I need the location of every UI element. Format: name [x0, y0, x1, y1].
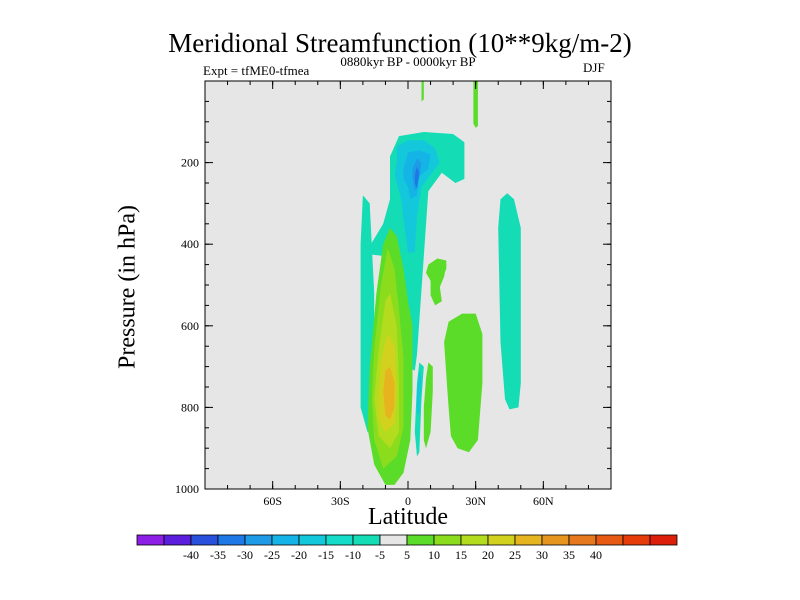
colorbar-label: -40: [183, 548, 199, 562]
y-tick-label: 600: [181, 319, 199, 333]
colorbar-swatch: [487, 534, 516, 546]
colorbar-label: 10: [428, 548, 440, 562]
colorbar-swatch: [649, 534, 678, 546]
colorbar-swatch: [352, 534, 381, 546]
colorbar-label: 25: [509, 548, 521, 562]
colorbar-label: -15: [318, 548, 334, 562]
colorbar-swatch: [622, 534, 651, 546]
colorbar-swatch: [271, 534, 300, 546]
x-tick-label: 30N: [465, 494, 486, 508]
equatorial-blue-finger: [417, 370, 422, 416]
colorbar-swatch: [217, 534, 246, 546]
colorbar-label: 35: [563, 548, 575, 562]
colorbar-swatch: [433, 534, 462, 546]
y-tick-label: 400: [181, 237, 199, 251]
colorbar: -40 -35 -30 -25 -20 -15 -10 -5 5 10 15 20 25 30 35 40: [136, 534, 678, 562]
colorbar-label: -20: [291, 548, 307, 562]
colorbar-label: -25: [264, 548, 280, 562]
colorbar-swatch: [298, 534, 327, 546]
colorbar-swatch: [244, 534, 273, 546]
colorbar-label: 20: [482, 548, 494, 562]
x-axis-label: Latitude: [368, 504, 448, 530]
colorbar-label: -10: [345, 548, 361, 562]
colorbar-label: 30: [536, 548, 548, 562]
nh-high-lat-cell: [498, 193, 521, 410]
colorbar-swatch: [568, 534, 597, 546]
lower-positive-cell-core: [383, 366, 395, 420]
colorbar-swatch: [514, 534, 543, 546]
top-right-green-mark: [473, 81, 478, 128]
colorbar-swatch: [406, 534, 435, 546]
chart-title: Meridional Streamfunction (10**9kg/m-2): [168, 28, 632, 58]
equatorial-positive-strip: [423, 362, 433, 449]
colorbar-swatch: [541, 534, 570, 546]
nh-positive-lower-cell: [444, 313, 483, 453]
colorbar-label: -35: [210, 548, 226, 562]
colorbar-swatch: [460, 534, 489, 546]
y-tick-label: 1000: [175, 482, 199, 496]
colorbar-label: -30: [237, 548, 253, 562]
colorbar-label: 40: [590, 548, 602, 562]
colorbar-swatch: [163, 534, 192, 546]
y-tick-label: 200: [181, 156, 199, 170]
upper-negative-cell: [369, 132, 465, 371]
x-tick-label: 60S: [263, 494, 282, 508]
upper-negative-cell-peak: [414, 166, 420, 190]
colorbar-swatch: [595, 534, 624, 546]
colorbar-label: 5: [404, 548, 410, 562]
colorbar-swatch: [379, 534, 408, 546]
x-tick-label: 30S: [331, 494, 350, 508]
y-tick-label: 800: [181, 400, 199, 414]
colorbar-swatch: [136, 534, 165, 546]
axis-ticks: 60S 30S 0 30N 60N 200 400 600 800 1000: [175, 81, 611, 508]
nh-positive-lower-cell-2: [435, 260, 447, 294]
top-green-mark: [421, 81, 424, 102]
contour-layer: [360, 81, 521, 485]
colorbar-swatch: [190, 534, 219, 546]
colorbar-label: -5: [375, 548, 385, 562]
x-tick-label: 60N: [533, 494, 554, 508]
colorbar-swatch: [325, 534, 354, 546]
colorbar-label: 15: [455, 548, 467, 562]
chart-period-label: 0880kyr BP - 0000kyr BP: [340, 54, 476, 69]
x-tick-label: 0: [405, 494, 411, 508]
experiment-label: Expt = tfME0-tfmea: [203, 63, 310, 78]
season-label: DJF: [583, 60, 605, 75]
